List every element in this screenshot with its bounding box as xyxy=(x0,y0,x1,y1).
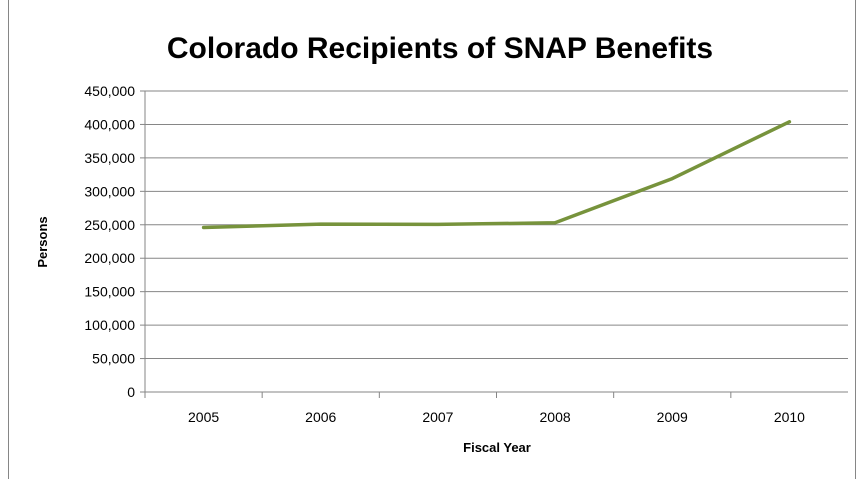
y-tick-label: 200,000 xyxy=(84,250,135,266)
x-tick-label: 2006 xyxy=(305,409,336,425)
y-tick-label: 300,000 xyxy=(84,183,135,199)
y-tick-label: 250,000 xyxy=(84,217,135,233)
y-tick-label: 150,000 xyxy=(84,284,135,300)
x-tick-label: 2008 xyxy=(540,409,571,425)
y-tick-label: 400,000 xyxy=(84,116,135,132)
data-point xyxy=(787,120,791,124)
x-axis-title: Fiscal Year xyxy=(463,440,531,455)
data-point xyxy=(553,221,557,225)
y-tick-label: 100,000 xyxy=(84,317,135,333)
y-tick-label: 350,000 xyxy=(84,150,135,166)
y-tick-label: 450,000 xyxy=(84,83,135,99)
x-tick-label: 2010 xyxy=(774,409,805,425)
axes xyxy=(140,90,848,398)
x-axis-tick-labels: 2005 2006 2007 2008 2009 2010 xyxy=(188,409,805,425)
chart-area xyxy=(8,0,856,479)
chart-title: Colorado Recipients of SNAP Benefits xyxy=(167,32,713,65)
y-tick-label: 50,000 xyxy=(92,351,135,367)
y-tick-label: 0 xyxy=(127,384,135,400)
series-lines xyxy=(201,120,792,230)
y-axis-tick-labels: 0 50,000 100,000 150,000 200,000 250,000 300,0… xyxy=(84,83,135,400)
x-tick-label: 2007 xyxy=(422,409,453,425)
data-point xyxy=(670,177,674,181)
data-point xyxy=(202,225,206,229)
data-point xyxy=(436,222,440,226)
x-tick-label: 2009 xyxy=(657,409,688,425)
series-line xyxy=(201,120,792,230)
x-tick-label: 2005 xyxy=(188,409,219,425)
y-axis-title: Persons xyxy=(35,216,50,267)
data-point xyxy=(319,222,323,226)
gridlines xyxy=(145,90,848,360)
